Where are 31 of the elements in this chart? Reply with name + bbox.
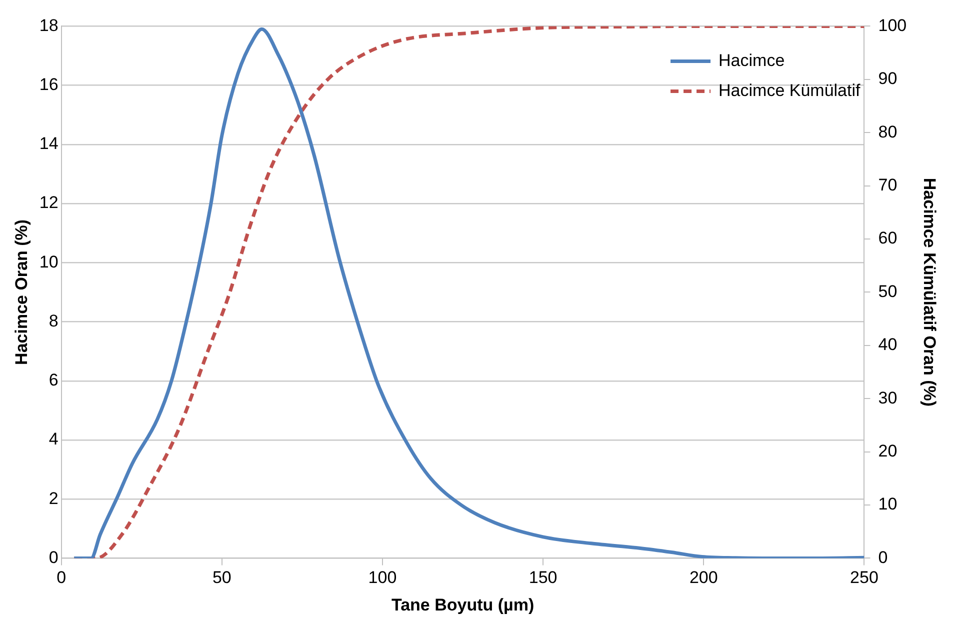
y-tick-label: 18 — [39, 16, 58, 35]
y-axis-title: Hacimce Oran (%) — [12, 219, 31, 365]
y-tick-label: 10 — [39, 252, 58, 272]
y2-tick-label: 0 — [878, 548, 888, 567]
y2-tick-label: 100 — [878, 16, 907, 35]
x-tick-label: 150 — [528, 568, 558, 588]
legend-label: Hacimce Kümülatif — [718, 80, 861, 100]
y-tick-label: 0 — [48, 548, 58, 567]
y2-tick-label: 50 — [878, 282, 898, 301]
y-tick-label: 12 — [39, 193, 58, 212]
y2-tick-label: 40 — [878, 335, 898, 354]
y2-tick-label: 60 — [878, 228, 898, 248]
x-axis-title: Tane Boyutu (µm) — [391, 595, 534, 614]
y2-tick-label: 90 — [878, 69, 898, 88]
y-tick-label: 8 — [48, 311, 58, 330]
x-tick-label: 100 — [368, 568, 397, 588]
y2-axis-title: Hacimce Kümülatif Oran (%) — [920, 178, 940, 407]
y2-tick-label: 80 — [878, 122, 898, 142]
y2-tick-label: 20 — [878, 441, 898, 460]
y-tick-label: 2 — [48, 488, 58, 508]
x-tick-label: 50 — [212, 568, 232, 588]
y-tick-label: 6 — [48, 370, 58, 390]
x-tick-label: 200 — [689, 568, 718, 588]
y2-tick-label: 70 — [878, 175, 898, 194]
x-tick-label: 250 — [850, 568, 878, 588]
y-tick-label: 14 — [39, 134, 58, 154]
y-tick-label: 4 — [48, 430, 58, 449]
y2-tick-label: 30 — [878, 388, 898, 408]
y2-tick-label: 10 — [878, 494, 898, 514]
y-tick-label: 16 — [39, 75, 58, 94]
legend-label: Hacimce — [718, 50, 785, 70]
